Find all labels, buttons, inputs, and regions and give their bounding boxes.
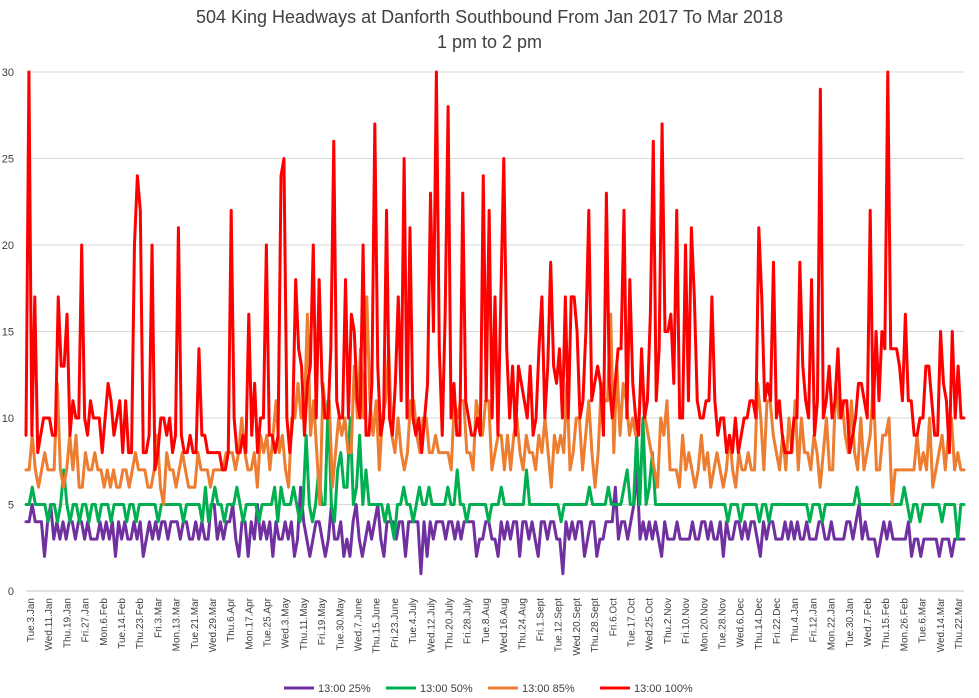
x-tick-label: Fri.1.Sept [535, 598, 546, 642]
x-tick-label: Thu.22.Mar [954, 597, 965, 649]
x-tick-label: Thu.19.Jan [62, 598, 73, 648]
x-tick-label: Wed.12.July [426, 598, 437, 653]
x-tick-label: Fri.6.Oct [608, 598, 619, 637]
x-tick-label: Fri.28.July [463, 598, 474, 644]
y-tick-label: 15 [2, 327, 14, 339]
x-tick-label: Fri.27.Jan [81, 598, 92, 642]
x-tick-label: Thu.15.Feb [881, 598, 892, 650]
x-tick-label: Thu.2.Nov [663, 598, 674, 644]
x-tick-label: Tue.17.Oct [626, 598, 637, 647]
x-tick-label: Thu.11.May [299, 598, 310, 650]
x-tick-label: Thu.6.Apr [226, 597, 237, 642]
x-tick-label: Wed.14.Mar [936, 597, 947, 652]
x-tick-label: Tue.14.Feb [117, 598, 128, 649]
y-tick-label: 30 [2, 67, 14, 79]
chart-title: 504 King Headways at Danforth Southbound… [195, 7, 784, 27]
legend-label: 13:00 100% [634, 683, 693, 695]
series-lines [24, 70, 966, 576]
y-tick-label: 0 [8, 586, 14, 598]
y-tick-label: 5 [8, 500, 14, 512]
x-tick-label: Thu.24.Aug [517, 598, 528, 650]
x-tick-label: Tue.25.Apr [263, 597, 274, 647]
x-tick-label: Tue.8.Aug [481, 598, 492, 644]
y-tick-label: 20 [2, 240, 14, 252]
y-tick-label: 25 [2, 154, 14, 166]
x-tick-label: Thu.14.Dec [754, 598, 765, 650]
x-tick-label: Tue.30.Jan [845, 598, 856, 648]
x-tick-label: Wed.29.Mar [208, 597, 219, 652]
x-tick-label: Thu.20.July [445, 598, 456, 650]
series-line-13-00-100- [24, 70, 966, 472]
x-tick-label: Wed.20.Sept [572, 598, 583, 656]
x-tick-label: Wed.16.Aug [499, 598, 510, 653]
x-tick-label: Fri.3.Mar [153, 597, 164, 638]
x-tick-label: Tue.4.July [408, 598, 419, 644]
x-tick-label: Wed.7.June [354, 598, 365, 652]
x-tick-label: Wed.3.May [281, 598, 292, 648]
x-tick-label: Fri.22.Dec [772, 598, 783, 644]
x-tick-label: Tue.28.Nov [717, 598, 728, 649]
x-tick-label: Fri.10.Nov [681, 598, 692, 644]
legend-label: 13:00 50% [420, 683, 473, 695]
x-tick-label: Wed.25.Oct [645, 598, 656, 651]
x-tick-label: Mon.20.Nov [699, 598, 710, 652]
series-line-13-00-85- [24, 295, 966, 506]
x-tick-label: Tue.30.May [335, 598, 346, 650]
x-tick-label: Fri.19.May [317, 598, 328, 645]
y-axis-ticks: 0 5 10 15 20 25 30 [2, 67, 14, 598]
x-tick-label: Fri.12.Jan [808, 598, 819, 642]
x-tick-label: Mon.22.Jan [827, 598, 838, 650]
x-tick-label: Tue.6.Mar [918, 597, 929, 643]
x-tick-label: Tue.12.Sept [554, 598, 565, 652]
x-tick-label: Tue.3.Jan [26, 598, 37, 642]
series-line-13-00-50- [24, 399, 966, 541]
x-tick-label: Wed.6.Dec [736, 598, 747, 647]
x-tick-label: Thu.4.Jan [790, 598, 801, 642]
chart-subtitle: 1 pm to 2 pm [436, 32, 543, 52]
x-tick-label: Wed.11.Jan [44, 598, 55, 650]
x-tick-label: Thu.15.June [372, 598, 383, 654]
x-tick-label: Wed.7.Feb [863, 598, 874, 647]
x-tick-label: Mon.6.Feb [99, 598, 110, 646]
x-axis-ticks: Tue.3.Jan Wed.11.Jan Thu.19.Jan Fri.27.Jan M… [26, 597, 965, 655]
legend-label: 13:00 85% [522, 683, 575, 695]
x-tick-label: Fri.23.June [390, 598, 401, 648]
x-tick-label: Tue.21.Mar [190, 597, 201, 648]
series-line-13-00-25- [24, 468, 966, 576]
x-tick-label: Thu.28.Sept [590, 598, 601, 653]
x-tick-label: Thu.23.Feb [135, 598, 146, 650]
x-tick-label: Mon.26.Feb [899, 598, 910, 652]
legend: 13:00 25% 13:00 50% 13:00 85% 13:00 100% [284, 683, 693, 695]
x-tick-label: Mon.17.Apr [244, 597, 255, 649]
y-tick-label: 10 [2, 413, 14, 425]
legend-label: 13:00 25% [318, 683, 371, 695]
x-tick-label: Mon.13.Mar [172, 597, 183, 651]
